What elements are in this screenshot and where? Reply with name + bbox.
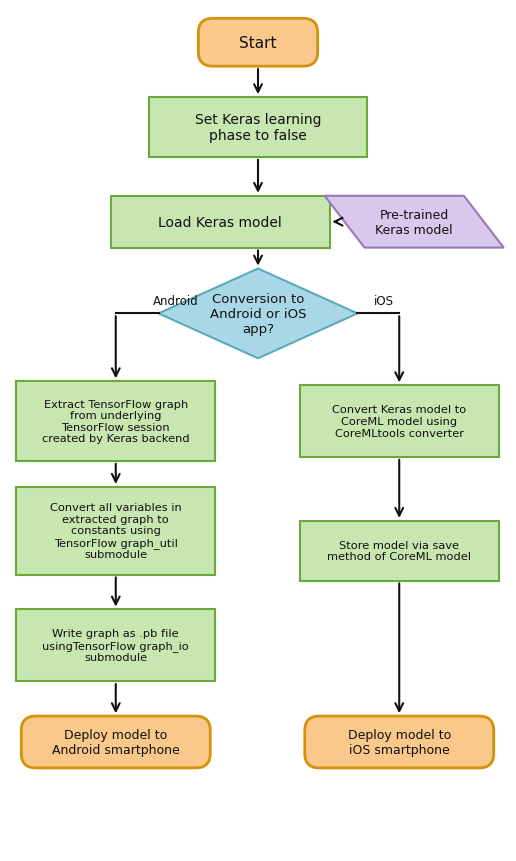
FancyBboxPatch shape [111,196,330,248]
Text: Extract TensorFlow graph
from underlying
TensorFlow session
created by Keras bac: Extract TensorFlow graph from underlying… [42,400,189,444]
Text: iOS: iOS [375,295,394,308]
Text: Load Keras model: Load Keras model [158,215,282,229]
FancyBboxPatch shape [21,716,210,768]
Text: Store model via save
method of CoreML model: Store model via save method of CoreML mo… [327,540,471,561]
FancyBboxPatch shape [300,386,498,457]
FancyBboxPatch shape [305,716,494,768]
FancyBboxPatch shape [17,381,215,461]
Text: Set Keras learning
phase to false: Set Keras learning phase to false [195,113,321,143]
FancyBboxPatch shape [17,610,215,681]
Text: Write graph as .pb file
usingTensorFlow graph_io
submodule: Write graph as .pb file usingTensorFlow … [42,629,189,663]
Text: Android: Android [153,295,198,308]
Text: Conversion to
Android or iOS
app?: Conversion to Android or iOS app? [209,293,307,336]
Text: Convert all variables in
extracted graph to
constants using
TensorFlow graph_uti: Convert all variables in extracted graph… [50,503,182,560]
Polygon shape [158,269,358,359]
Text: Deploy model to
iOS smartphone: Deploy model to iOS smartphone [348,728,451,756]
Text: Pre-trained
Keras model: Pre-trained Keras model [375,208,453,237]
Text: Deploy model to
Android smartphone: Deploy model to Android smartphone [52,728,180,756]
FancyBboxPatch shape [149,98,367,158]
FancyBboxPatch shape [17,487,215,575]
Text: Start: Start [239,35,277,51]
Text: Convert Keras model to
CoreML model using
CoreMLtools converter: Convert Keras model to CoreML model usin… [332,405,466,438]
FancyBboxPatch shape [300,521,498,581]
Polygon shape [325,196,504,248]
FancyBboxPatch shape [198,19,318,67]
